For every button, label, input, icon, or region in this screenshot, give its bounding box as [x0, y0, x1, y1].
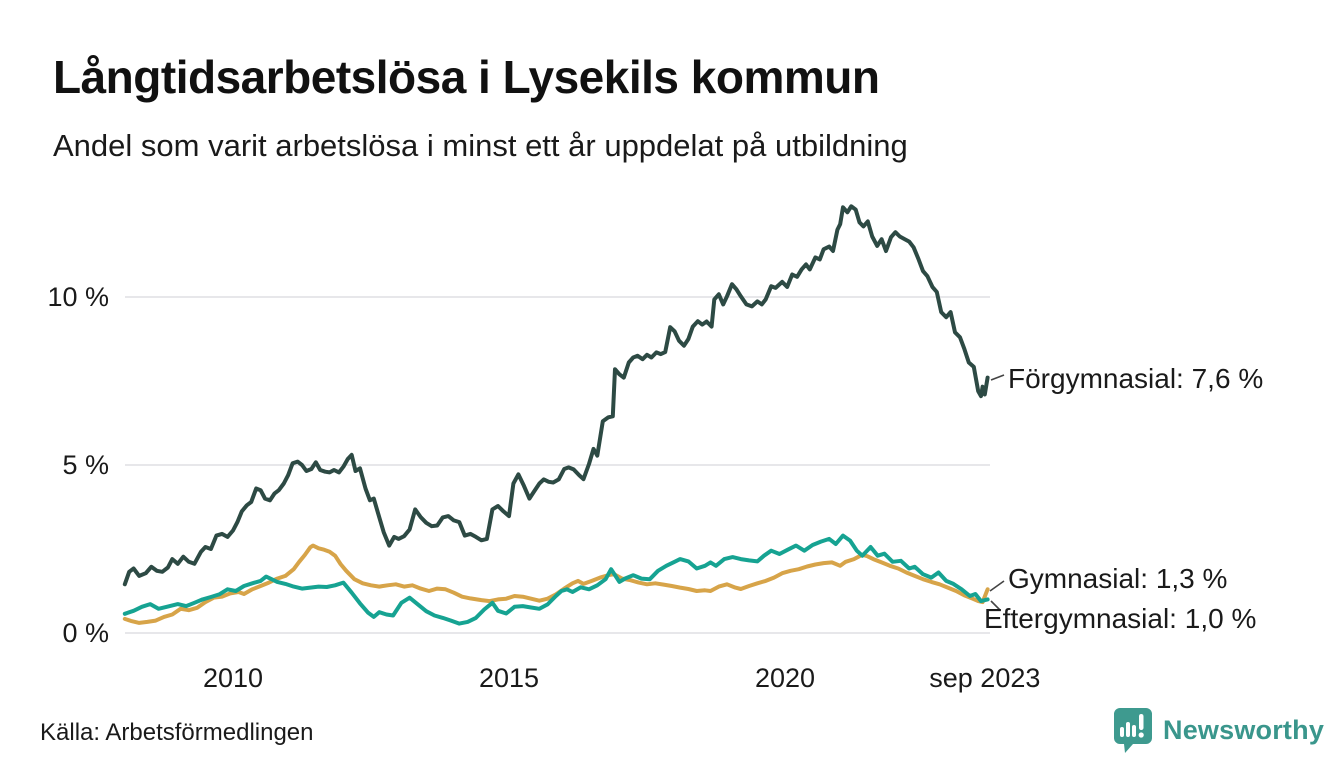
series-line-eftergymnasial: [122, 533, 990, 626]
x-tick-label: 2015: [479, 663, 539, 693]
page-subtitle: Andel som varit arbetslösa i minst ett å…: [53, 128, 908, 163]
series-end-label-förgymnasial: Förgymnasial: 7,6 %: [1008, 363, 1263, 394]
series-end-label-gymnasial: Gymnasial: 1,3 %: [1008, 563, 1227, 594]
series-line-förgymnasial: [122, 204, 990, 587]
label-connector: [989, 580, 1005, 592]
label-connector: [990, 600, 1001, 611]
series-end-label-eftergymnasial: Eftergymnasial: 1,0 %: [984, 603, 1256, 634]
x-tick-label: sep 2023: [929, 663, 1040, 693]
y-tick-label: 0 %: [62, 618, 109, 648]
source-note: Källa: Arbetsförmedlingen: [40, 719, 314, 746]
page-title: Långtidsarbetslösa i Lysekils kommun: [53, 51, 880, 103]
x-tick-label: 2010: [203, 663, 263, 693]
x-tick-label: 2020: [755, 663, 815, 693]
y-tick-label: 10 %: [47, 282, 109, 312]
y-tick-label: 5 %: [62, 450, 109, 480]
brand-name: Newsworthy: [1163, 714, 1325, 745]
label-connector: [990, 374, 1005, 381]
brand-logo: Newsworthy: [1112, 706, 1324, 754]
newsworthy-chart-bubble-icon: [1114, 708, 1152, 753]
